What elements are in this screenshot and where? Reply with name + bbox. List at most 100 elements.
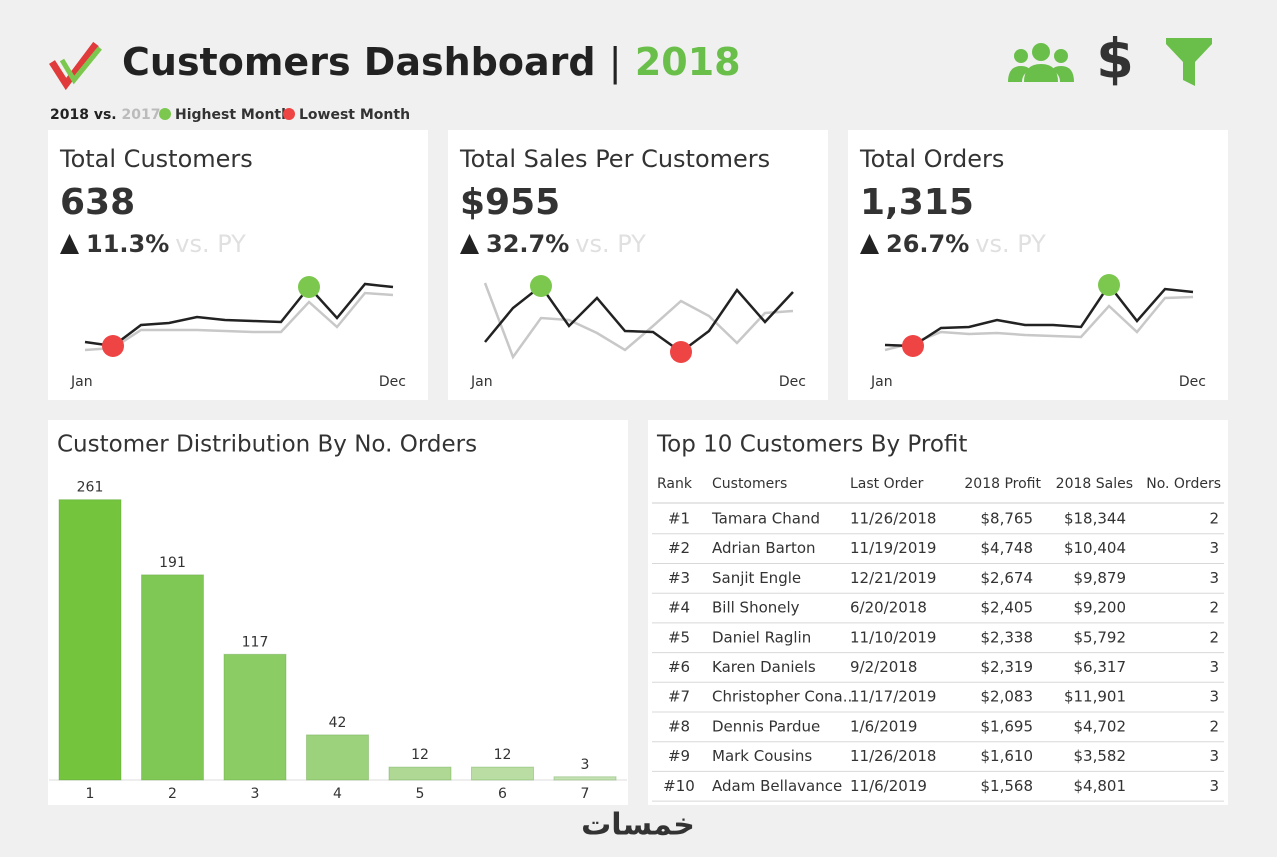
kpi-change: 11.3% vs. PY [86,230,246,258]
kpi-change: 26.7% vs. PY [886,230,1046,258]
table-cell: 12/21/2019 [850,569,936,587]
x-tick-label: 4 [333,786,342,802]
table-cell: #4 [668,599,690,617]
table-cell: $18,344 [1064,510,1126,528]
table-cell: Dennis Pardue [712,717,820,735]
legend-low-dot [283,108,295,120]
table-cell: 11/26/2018 [850,747,936,765]
axis-start: Jan [870,374,893,390]
table-cell: Sanjit Engle [712,569,801,587]
up-arrow [60,234,79,254]
kpi-vs: vs. PY [575,230,646,258]
axis-start: Jan [70,374,93,390]
column-header: Last Order [850,476,924,492]
filter-icon[interactable] [1166,38,1212,86]
kpi-value: 638 [60,182,135,223]
customers-icon[interactable] [1008,43,1074,82]
column-header: Rank [657,476,693,492]
table-cell: 2 [1209,717,1219,735]
column-header: Customers [712,476,787,492]
title: Customers Dashboard | 2018 [122,40,741,85]
legend-high-dot [159,108,171,120]
kpi-title: Total Sales Per Customers [459,145,770,173]
table-cell: #3 [668,569,690,587]
table-cell: #1 [668,510,690,528]
bar-value-label: 3 [581,757,590,773]
bar-value-label: 12 [494,747,512,763]
table-cell: Christopher Cona.. [712,688,852,706]
bar-title: Customer Distribution By No. Orders [57,432,477,458]
table-cell: $2,338 [981,628,1034,646]
watermark: خمسات [581,808,695,843]
table-cell: Daniel Raglin [712,628,811,646]
axis-end: Dec [779,374,806,390]
icons[interactable]: $ [1008,28,1212,91]
table-cell: Adrian Barton [712,539,816,557]
table-cell: $5,792 [1074,628,1127,646]
table-cell: #7 [668,688,690,706]
table-cell: 3 [1209,688,1219,706]
table-title: Top 10 Customers By Profit [656,432,967,458]
spark-line [884,282,1194,348]
column-header: No. Orders [1146,476,1221,492]
bar [553,776,617,781]
table-cell: $1,610 [981,747,1034,765]
table-cell: $2,405 [981,599,1034,617]
high-marker [298,276,320,298]
bar-value-label: 12 [411,747,429,763]
kpi-change-value: 26.7% [886,230,969,258]
table-cell: 11/19/2019 [850,539,936,557]
table-cell: 2 [1209,510,1219,528]
bar [306,734,369,781]
x-tick-label: 7 [581,786,590,802]
kpi-change-value: 11.3% [86,230,169,258]
axis-end: Dec [379,374,406,390]
table-cell: #9 [668,747,690,765]
table-cell: $2,674 [981,569,1034,587]
spark-line [483,282,794,360]
kpi-vs: vs. PY [975,230,1046,258]
x-tick-label: 5 [416,786,425,802]
table-cell: #8 [668,717,690,735]
table-cell: $4,748 [981,539,1034,557]
table-cell: Adam Bellavance [712,777,842,795]
table-cell: #10 [663,777,695,795]
table-cell: $4,801 [1074,777,1127,795]
table-cell: 6/20/2018 [850,599,927,617]
kpi-value: 1,315 [860,182,974,223]
table-cell: 3 [1209,747,1219,765]
axis-end: Dec [1179,374,1206,390]
table-card [648,420,1228,805]
table-cell: 1/6/2019 [850,717,917,735]
kpi-title: Total Orders [859,145,1004,173]
low-marker [102,335,124,357]
table-cell: 2 [1209,628,1219,646]
table-cell: $1,568 [981,777,1034,795]
high-marker [530,275,552,297]
table-cell: 11/6/2019 [850,777,927,795]
table-cell: 3 [1209,539,1219,557]
sales-icon[interactable]: $ [1096,28,1134,91]
table-cell: $2,319 [981,658,1034,676]
table-cell: Tamara Chand [711,510,820,528]
spark-line [84,282,394,348]
bar [388,766,452,781]
table-cell: #6 [668,658,690,676]
legend-low: Lowest Month [299,107,410,123]
table-cell: 2 [1209,599,1219,617]
table-cell: $3,582 [1074,747,1127,765]
x-tick-label: 1 [86,786,95,802]
table-cell: $10,404 [1064,539,1126,557]
bar-value-label: 42 [329,715,347,731]
kpi-value: $955 [460,182,560,223]
table-cell: $4,702 [1074,717,1127,735]
kpi-vs: vs. PY [175,230,246,258]
table-cell: $6,317 [1074,658,1127,676]
table-cell: #5 [668,628,690,646]
table-cell: 11/17/2019 [850,688,936,706]
table-cell: 3 [1209,658,1219,676]
table-cell: $9,200 [1074,599,1127,617]
column-header: 2018 Profit [964,476,1041,492]
bar [223,653,287,781]
axis-start: Jan [470,374,493,390]
